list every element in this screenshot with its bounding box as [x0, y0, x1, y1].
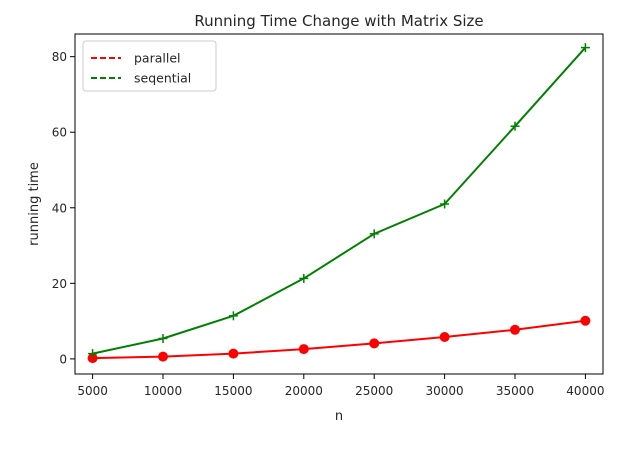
data-point-seqential: [369, 229, 379, 239]
series-seqential: [88, 43, 590, 359]
y-tick-label: 60: [52, 126, 67, 140]
data-point-seqential: [158, 333, 168, 343]
data-point-seqential: [580, 43, 590, 53]
legend-label-seqential: seqential: [134, 71, 191, 86]
chart-title: Running Time Change with Matrix Size: [194, 12, 483, 30]
x-tick-label: 35000: [496, 384, 534, 398]
series-line-parallel: [92, 319, 586, 360]
axes-layer: 5000 10000 15000 20000 25000 30000 35000 40000 0…: [52, 33, 604, 398]
data-point-seqential: [510, 121, 520, 131]
data-point-parallel: [580, 315, 591, 326]
data-point-seqential: [440, 199, 450, 209]
series-parallel: [87, 315, 591, 364]
data-point-seqential: [228, 311, 238, 321]
y-tick-label: 20: [52, 277, 67, 291]
data-point-parallel: [228, 348, 239, 359]
legend-box: [82, 40, 217, 92]
data-point-parallel: [298, 344, 309, 355]
x-tick-label: 5000: [77, 384, 108, 398]
data-point-seqential: [299, 273, 309, 283]
legend: parallel seqential: [82, 40, 217, 92]
series-layer: [87, 43, 591, 364]
data-point-parallel: [439, 331, 450, 342]
y-tick-label: 80: [52, 50, 67, 64]
x-tick-label: 10000: [144, 384, 182, 398]
data-point-parallel: [369, 338, 380, 349]
x-tick-label: 20000: [285, 384, 323, 398]
data-point-parallel: [510, 324, 520, 335]
y-tick-label: 0: [59, 352, 67, 366]
x-tick-label: 40000: [566, 384, 604, 398]
data-point-seqential: [88, 349, 98, 359]
data-point-parallel: [87, 353, 98, 364]
series-line-seqential: [92, 46, 587, 355]
data-point-parallel: [158, 351, 168, 362]
x-axis-label: n: [335, 409, 343, 424]
x-tick-label: 15000: [214, 384, 252, 398]
x-tick-label: 30000: [426, 384, 464, 398]
legend-label-parallel: parallel: [134, 51, 181, 66]
x-tick-label: 25000: [355, 384, 393, 398]
y-axis-label: running time: [27, 162, 42, 246]
axes-frame: [74, 33, 604, 375]
y-tick-label: 40: [52, 201, 67, 215]
